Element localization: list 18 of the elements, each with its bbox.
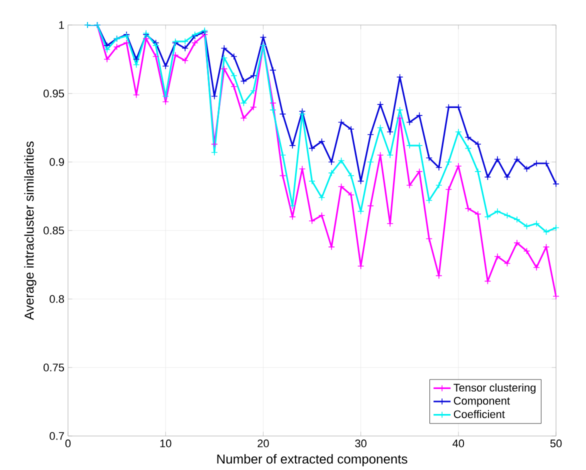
x-tick-label: 10 bbox=[160, 440, 172, 448]
legend-label: Tensor clustering bbox=[454, 384, 536, 394]
y-tick-label: 0.7 bbox=[50, 432, 64, 440]
x-tick-label: 20 bbox=[258, 440, 269, 448]
x-tick-label: 30 bbox=[355, 440, 366, 448]
x-axis-title: Number of extracted components bbox=[217, 454, 408, 466]
legend-label: Component bbox=[454, 396, 510, 407]
y-tick-label: 0.85 bbox=[44, 226, 64, 234]
y-tick-label: 1 bbox=[59, 21, 64, 29]
legend-label: Coefficient bbox=[454, 410, 505, 418]
y-tick-label: 0.95 bbox=[44, 90, 64, 98]
x-tick-label: 40 bbox=[452, 440, 464, 448]
y-tick-label: 0.75 bbox=[44, 364, 64, 372]
y-tick-label: 0.8 bbox=[50, 295, 64, 303]
y-axis-title: Average intracluster similarities bbox=[24, 142, 36, 320]
y-tick-label: 0.9 bbox=[50, 158, 64, 166]
x-tick-label: 0 bbox=[65, 440, 71, 448]
x-tick-label: 50 bbox=[550, 440, 562, 448]
